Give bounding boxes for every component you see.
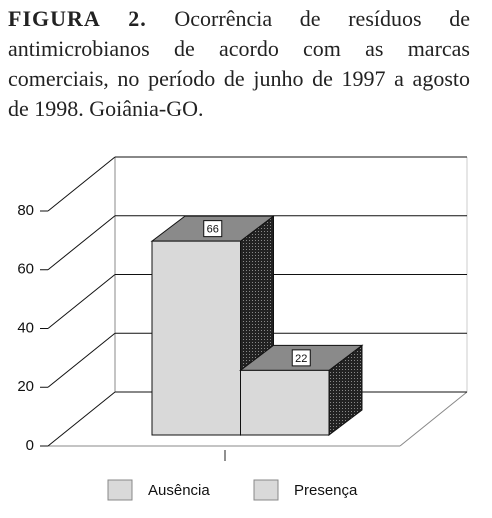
grid-line [47,332,116,388]
floor-edge [399,391,468,447]
grid-line [47,391,116,447]
y-tick-label: 20 [17,378,34,395]
bar [240,369,330,436]
y-tick-label: 40 [17,319,34,336]
y-tick-label: 60 [17,261,34,278]
figure-label: FIGURA 2. [8,6,147,31]
grid-line [47,215,116,271]
y-tick-label: 80 [17,202,34,219]
legend-swatch [253,479,279,501]
y-tick-label: 0 [26,437,34,454]
value-label: 66 [207,224,219,236]
legend-label: Presença [294,482,358,499]
value-label-box [291,349,311,367]
value-label: 22 [295,353,307,365]
legend-label: Ausência [148,482,210,499]
caption: FIGURA 2. Ocorrência de resíduos de anti… [8,4,470,124]
value-label-box [203,220,223,238]
bar [151,240,241,436]
grid-line [47,156,116,212]
legend-swatch [107,479,133,501]
grid-line [47,274,116,329]
chart-title: Ocorrência de resíduos de antimicrobiano… [8,6,470,121]
